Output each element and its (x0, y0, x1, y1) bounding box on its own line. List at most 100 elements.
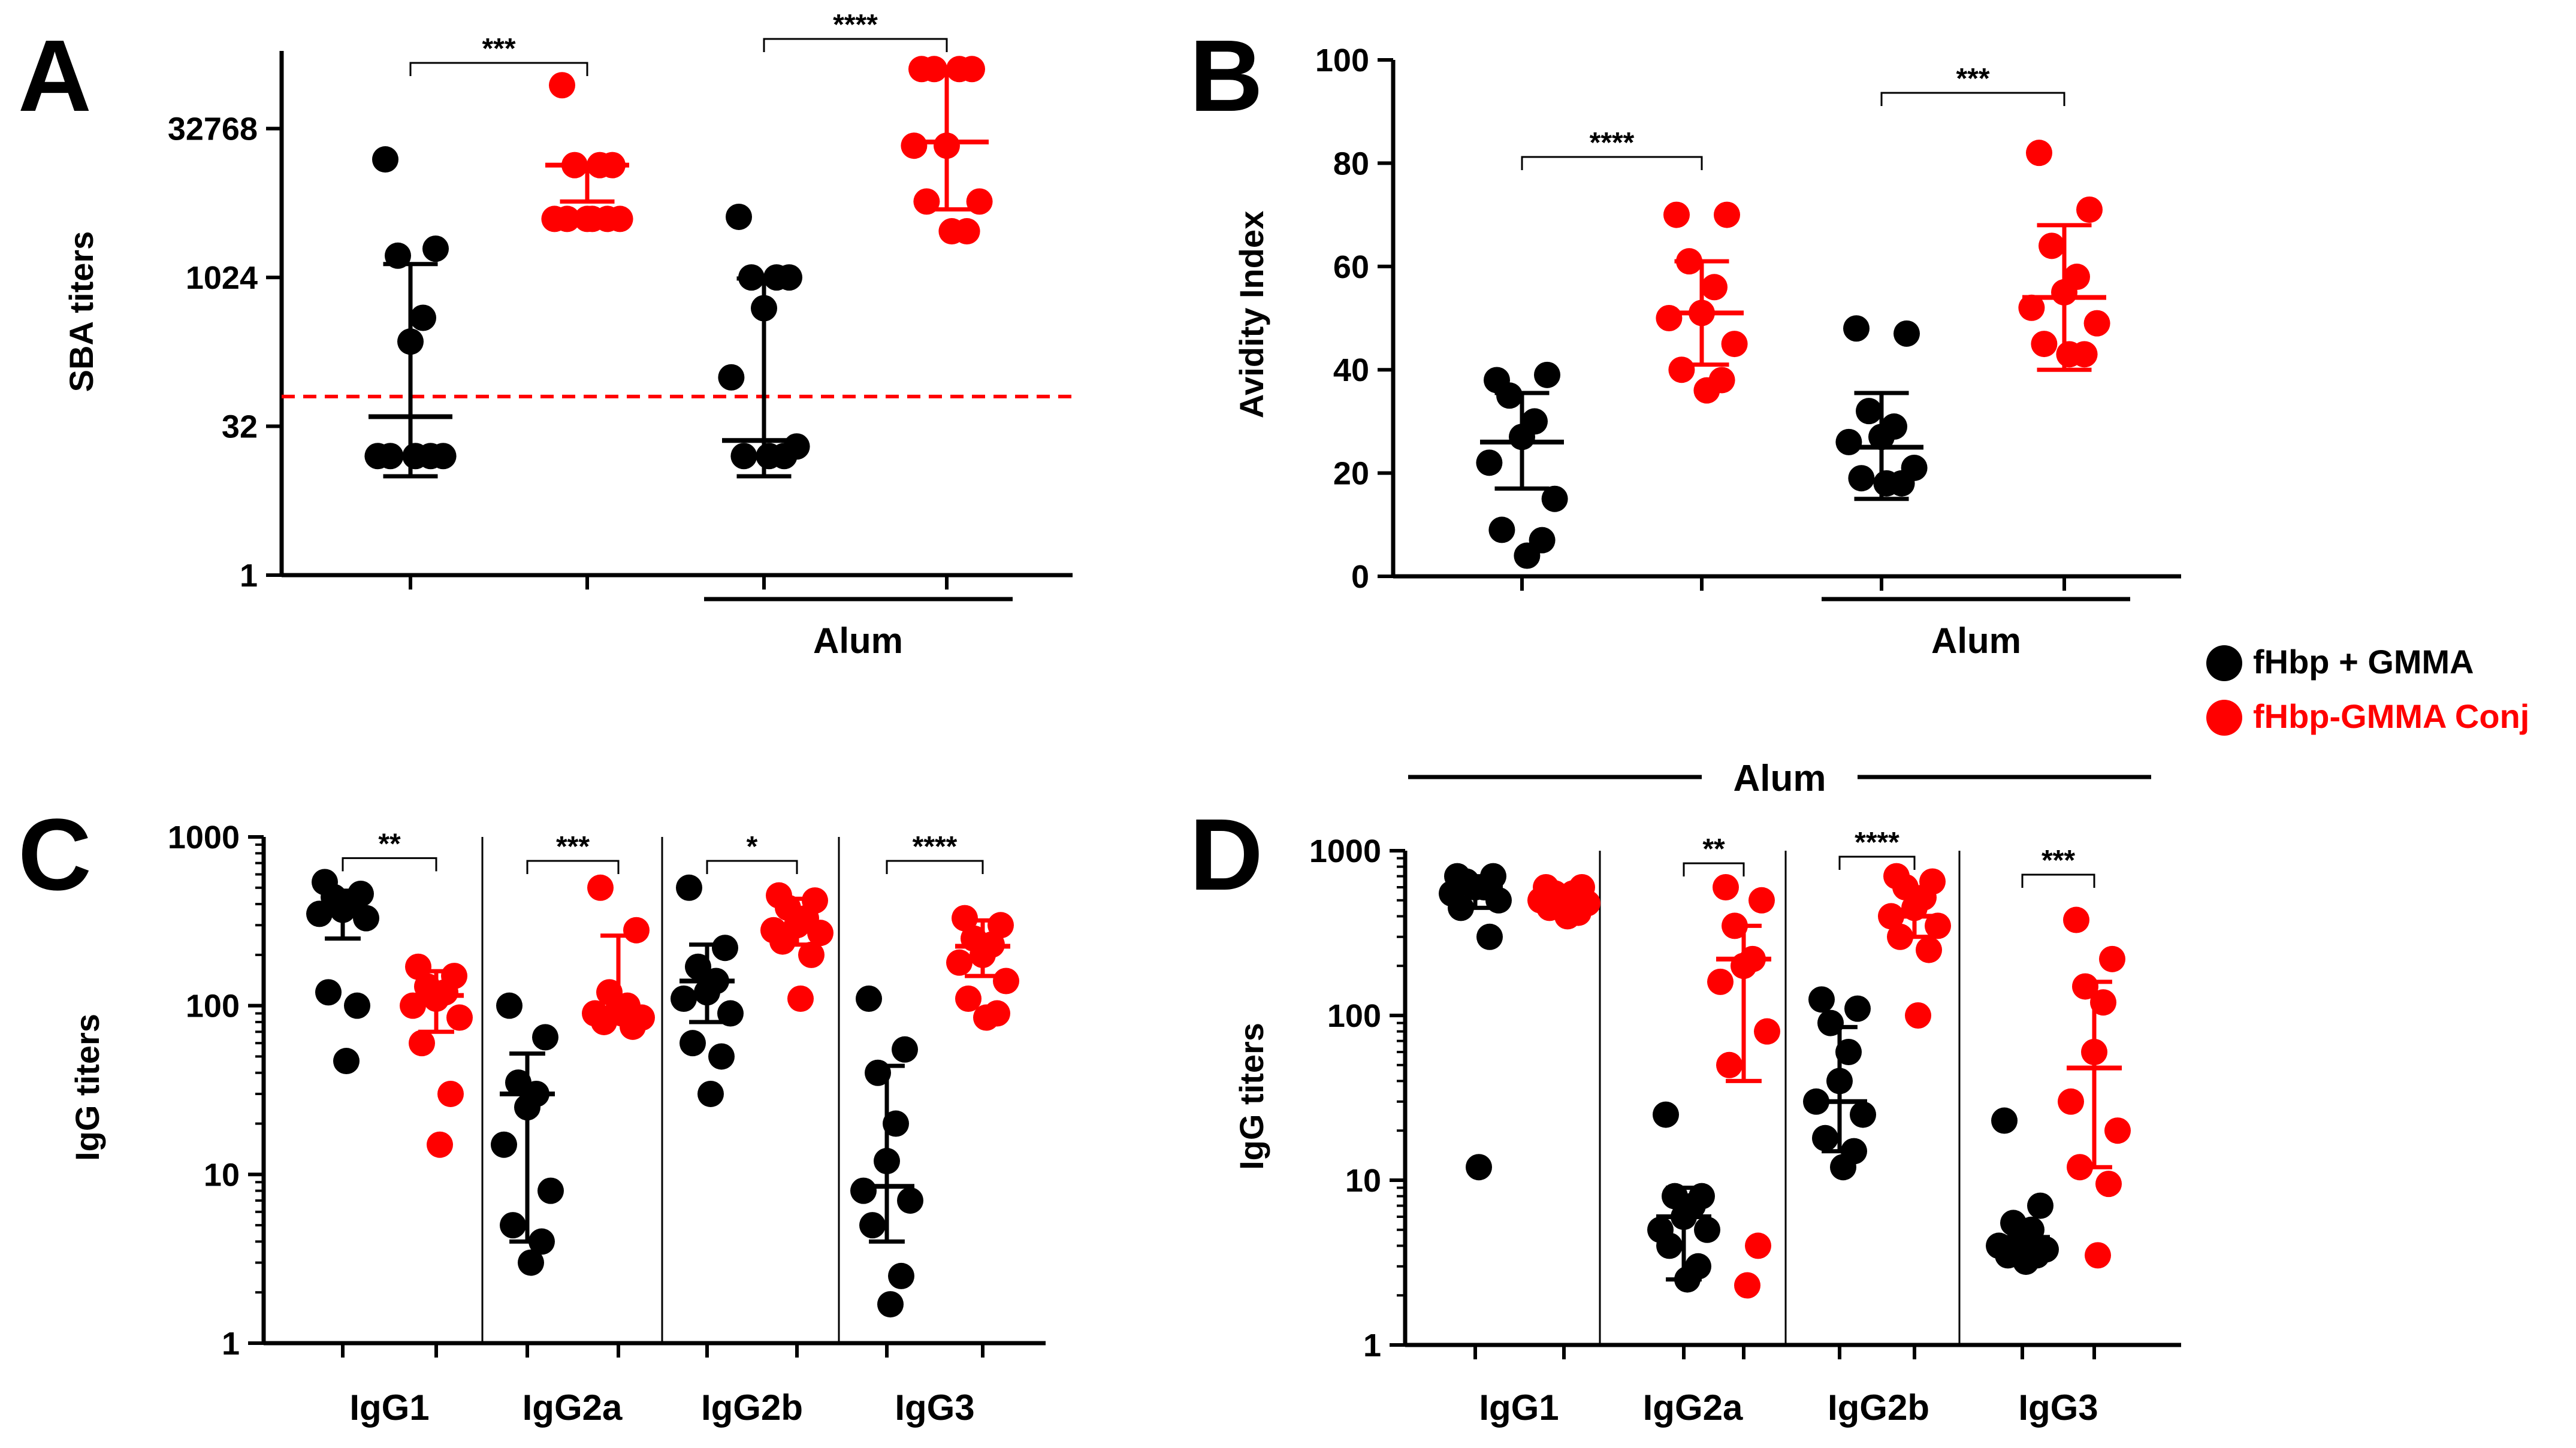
data-point (2099, 945, 2125, 972)
data-point (708, 1043, 735, 1070)
data-point (712, 935, 738, 962)
data-point (2027, 1192, 2053, 1219)
data-point (726, 203, 752, 230)
group-0 (1476, 361, 1568, 569)
data-point (1850, 1101, 1876, 1128)
group-0 (364, 146, 457, 479)
data-point (1656, 305, 1683, 331)
group-2 (1835, 315, 1928, 501)
panel-label: A (18, 19, 92, 133)
significance-label: *** (1956, 63, 1989, 95)
data-point (1488, 516, 1515, 543)
data-point (1905, 1002, 1931, 1029)
data-point (1748, 887, 1775, 914)
data-point (496, 992, 523, 1019)
data-point (1916, 936, 1942, 963)
data-point (1466, 1154, 1492, 1181)
group-1 (400, 953, 473, 1158)
significance-label: *** (2042, 845, 2075, 876)
data-point (500, 1212, 526, 1239)
data-point (427, 1131, 453, 1158)
y-axis-label: IgG titers (68, 1014, 106, 1161)
data-point (1694, 1216, 1720, 1243)
data-point (877, 1291, 904, 1318)
data-point (730, 443, 757, 470)
category-label: IgG2b (1828, 1387, 1929, 1428)
data-point (2095, 1171, 2122, 1198)
data-point (1991, 1107, 2018, 1134)
data-point (1534, 361, 1560, 388)
group-label: Alum (813, 621, 903, 661)
y-tick-label: 40 (1333, 352, 1369, 388)
y-tick-label: 0 (1351, 559, 1369, 595)
y-tick-label: 1024 (186, 260, 258, 296)
data-point (883, 1110, 909, 1137)
y-tick-label: 100 (1327, 998, 1381, 1034)
data-point (409, 1030, 435, 1057)
significance-label: **** (1590, 127, 1635, 159)
category-label: IgG2a (1643, 1387, 1743, 1428)
data-point (1843, 315, 1870, 342)
data-point (422, 235, 449, 262)
significance-bracket (1838, 856, 1916, 870)
data-point (1496, 382, 1523, 409)
data-point (1714, 201, 1740, 228)
group-3 (582, 874, 655, 1040)
group-4 (1803, 986, 1876, 1181)
data-point (671, 986, 697, 1012)
y-axis-label: Avidity Index (1233, 211, 1270, 418)
group-3 (1707, 874, 1780, 1299)
data-point (2104, 1117, 2131, 1144)
data-point (372, 146, 398, 173)
data-point (344, 992, 370, 1019)
group-2 (1647, 1101, 1720, 1293)
data-point (697, 1080, 724, 1107)
significance-label: *** (482, 33, 515, 65)
alum-banner-label: Alum (1734, 758, 1826, 799)
data-point (1716, 1051, 1743, 1078)
data-point (1812, 1124, 1838, 1151)
data-point (1713, 874, 1739, 901)
data-point (850, 1177, 877, 1204)
data-point (315, 979, 342, 1006)
y-tick-label: 32768 (168, 111, 258, 147)
y-tick-label: 60 (1333, 249, 1369, 285)
data-point (685, 953, 711, 980)
y-tick-label: 1 (222, 1326, 240, 1362)
data-point (955, 986, 982, 1012)
data-point (1835, 1039, 1862, 1066)
data-point (1701, 274, 1728, 301)
category-label: IgG3 (895, 1387, 974, 1428)
data-point (1668, 356, 1695, 383)
data-point (952, 905, 978, 932)
data-point (1754, 1018, 1780, 1045)
significance-bracket (1521, 156, 1703, 170)
data-point (1817, 1009, 1844, 1036)
data-point (1656, 1232, 1683, 1259)
data-point (756, 443, 783, 470)
y-axis-label: IgG titers (1233, 1023, 1270, 1170)
significance-bracket (1683, 862, 1745, 877)
significance-label: **** (1855, 827, 1899, 858)
y-tick-label: 100 (1315, 43, 1369, 78)
data-point (1844, 995, 1871, 1022)
panel-label: C (18, 798, 92, 912)
significance-label: ** (378, 828, 401, 860)
category-label: IgG2b (701, 1387, 803, 1428)
y-tick-label: 1 (1363, 1328, 1381, 1364)
data-point (579, 205, 606, 232)
significance-bracket (2021, 873, 2095, 888)
data-point (1476, 923, 1503, 950)
legend-label-group-a: fHbp + GMMA (2253, 643, 2474, 681)
data-point (1541, 485, 1568, 512)
data-point (1830, 1154, 1856, 1181)
data-point (400, 992, 426, 1019)
data-point (807, 920, 833, 947)
significance-bracket (526, 860, 620, 874)
data-point (554, 205, 581, 232)
group-3 (901, 56, 993, 245)
data-point (405, 953, 431, 980)
